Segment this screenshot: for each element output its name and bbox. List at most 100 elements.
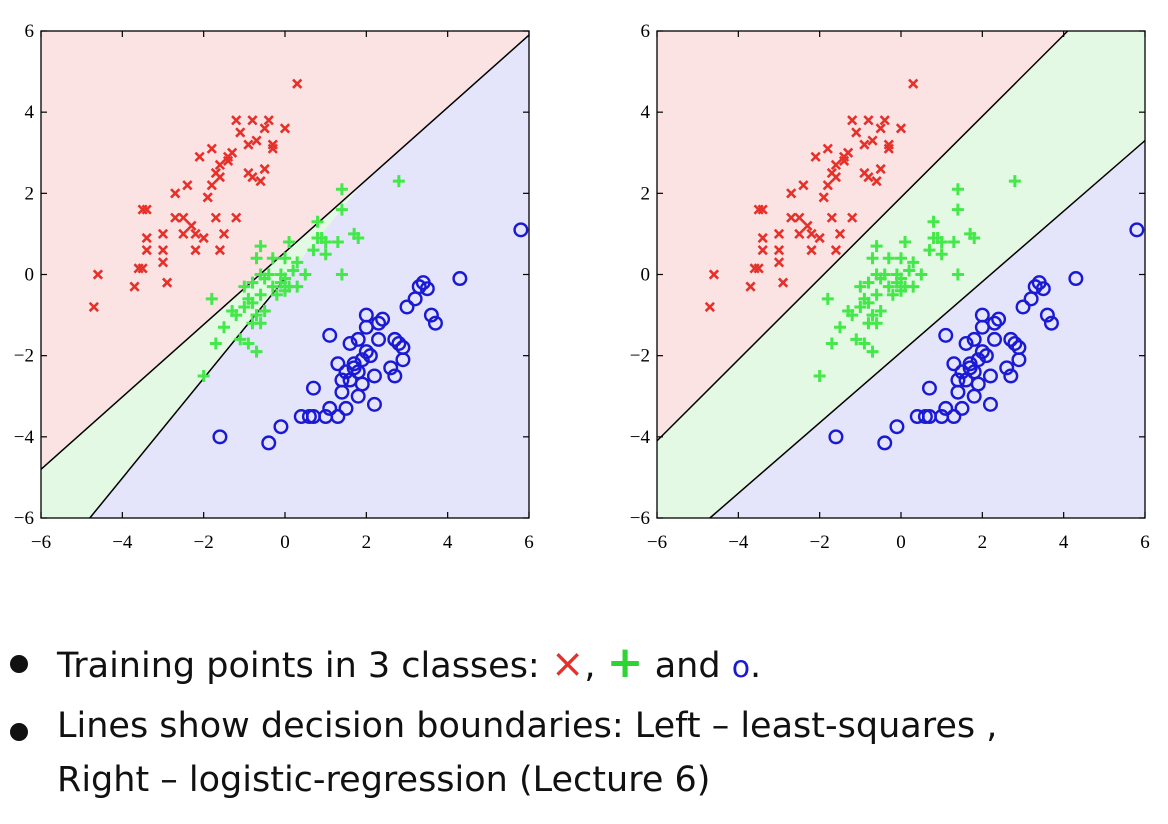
- red-cross-point: [794, 228, 805, 240]
- green-plus-point: [246, 296, 259, 309]
- y-tick-label: −2: [630, 346, 650, 367]
- and-text: and: [654, 646, 721, 686]
- blue-circle-point: [366, 368, 382, 384]
- red-cross-point: [231, 115, 242, 126]
- red-cross-point: [178, 212, 189, 223]
- red-cross-point: [794, 212, 805, 223]
- red-cross-point: [251, 135, 262, 146]
- red-cross-point: [141, 245, 152, 256]
- red-cross-point: [222, 155, 234, 166]
- red-cross-point: [847, 212, 858, 223]
- green-plus-point: [854, 300, 867, 313]
- red-cross-point: [773, 245, 785, 256]
- red-cross-point: [279, 123, 291, 134]
- red-cross-point: [141, 204, 152, 215]
- blue-circle-point: [938, 327, 954, 343]
- red-cross-point: [235, 127, 246, 138]
- blue-circle-point: [1035, 281, 1051, 297]
- green-plus-point: [209, 337, 222, 350]
- green-plus-icon: +: [606, 637, 644, 688]
- green-plus-point: [287, 264, 300, 277]
- blue-circle-point: [322, 327, 338, 343]
- green-plus-point: [886, 288, 899, 301]
- green-plus-point: [331, 236, 344, 249]
- blue-circle-point: [950, 384, 966, 400]
- red-cross-point: [186, 220, 197, 231]
- green-plus-point: [238, 300, 251, 313]
- green-plus-point: [258, 305, 271, 318]
- green-plus-point: [254, 317, 267, 330]
- green-plus-point: [392, 175, 405, 188]
- green-plus-point: [307, 244, 320, 257]
- blue-circle-point: [978, 348, 994, 364]
- blue-circle-point: [987, 315, 1003, 331]
- red-cross-point: [786, 188, 797, 199]
- green-plus-point: [250, 345, 263, 358]
- green-plus-point: [283, 236, 296, 249]
- red-cross-point: [883, 143, 894, 154]
- blue-circle-point: [305, 380, 321, 396]
- blue-circle-point: [1068, 271, 1084, 287]
- green-plus-point: [866, 309, 879, 322]
- green-plus-point: [205, 292, 218, 305]
- blue-circle-point: [350, 331, 366, 347]
- green-plus-point: [319, 236, 332, 249]
- red-cross-point: [757, 204, 768, 215]
- red-cross-point: [830, 245, 842, 256]
- green-plus-point: [218, 321, 230, 334]
- comma-text: ,: [584, 646, 596, 686]
- red-cross-point: [908, 78, 919, 89]
- red-cross-point: [708, 269, 720, 280]
- green-plus-point: [882, 252, 895, 265]
- x-tick-label: 6: [524, 532, 534, 553]
- red-cross-point: [773, 257, 785, 268]
- green-plus-point: [874, 305, 887, 318]
- red-cross-point: [704, 301, 715, 313]
- red-cross-point: [847, 115, 858, 126]
- red-cross-point: [806, 245, 817, 256]
- red-cross-point: [206, 143, 217, 154]
- green-plus-point: [242, 337, 255, 350]
- red-cross-point: [170, 188, 181, 199]
- decision-boundaries-text: Lines show decision boundaries: Left – l…: [57, 706, 998, 746]
- green-plus-point: [951, 203, 964, 216]
- blue-circle-point: [338, 400, 354, 416]
- red-cross-point: [851, 127, 862, 138]
- blue-circle-point: [423, 307, 439, 323]
- blue-circle-point: [346, 360, 362, 376]
- red-cross-point: [88, 301, 99, 313]
- blue-circle-point: [399, 299, 415, 315]
- red-cross-point: [218, 228, 230, 240]
- blue-circle-point: [946, 409, 962, 425]
- green-plus-point: [903, 264, 916, 277]
- red-cross-point: [247, 171, 258, 183]
- green-plus-point: [1008, 175, 1021, 188]
- green-plus-point: [915, 268, 928, 281]
- red-cross-point: [777, 277, 789, 288]
- green-plus-point: [951, 183, 964, 196]
- red-cross-point: [194, 151, 205, 162]
- green-plus-point: [899, 236, 912, 249]
- red-cross-point: [814, 232, 825, 244]
- blue-circle-point: [383, 360, 399, 376]
- red-cross-point: [838, 155, 850, 166]
- red-cross-point: [157, 228, 169, 240]
- blue-circle-point: [946, 356, 962, 372]
- red-cross-icon: ×: [550, 641, 585, 687]
- green-plus-point: [923, 244, 936, 257]
- blue-circle-point: [1007, 335, 1023, 351]
- red-cross-point: [826, 212, 837, 223]
- green-plus-point: [825, 337, 838, 350]
- green-plus-point: [870, 317, 883, 330]
- red-cross-point: [875, 163, 886, 175]
- green-plus-point: [935, 236, 948, 249]
- red-cross-point: [214, 159, 226, 171]
- green-plus-point: [927, 215, 940, 228]
- red-cross-point: [757, 245, 768, 256]
- blue-circle-point: [411, 279, 427, 295]
- green-plus-point: [850, 333, 863, 346]
- y-tick-label: 2: [641, 183, 651, 204]
- y-tick-label: 4: [25, 102, 35, 123]
- blue-circle-point: [342, 335, 358, 351]
- green-plus-point: [858, 337, 871, 350]
